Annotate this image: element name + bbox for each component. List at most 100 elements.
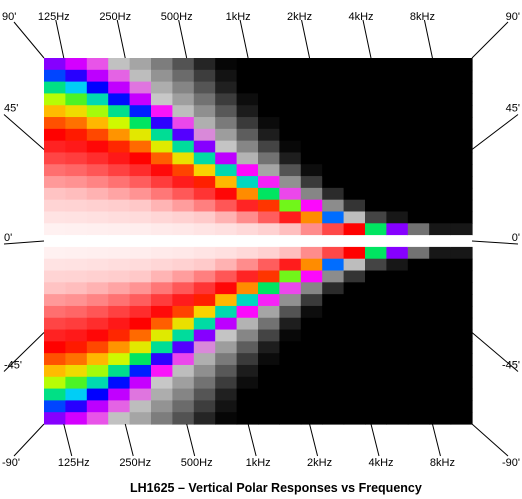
heatmap-cell [129, 412, 152, 425]
heatmap-cell [279, 152, 302, 165]
x-tick-line-bottom [186, 423, 196, 457]
heatmap-cell [172, 105, 195, 118]
heatmap-cell [151, 412, 173, 425]
heatmap-cell [343, 223, 366, 236]
heatmap-cell [343, 412, 366, 425]
heatmap-cell [279, 412, 302, 425]
heatmap-cell [65, 246, 88, 260]
heatmap-cell [365, 329, 387, 342]
heatmap-cell [365, 305, 387, 319]
heatmap-cell [429, 341, 452, 354]
heatmap-cell [108, 69, 131, 83]
heatmap-cell [279, 388, 302, 401]
heatmap-cell [429, 176, 452, 189]
heatmap-cell [365, 364, 387, 378]
heatmap-cell [44, 176, 66, 189]
heatmap-cell [258, 305, 280, 319]
heatmap-cell [172, 81, 195, 95]
heatmap-cell [365, 164, 387, 177]
heatmap-cell [322, 81, 345, 95]
heatmap-cell [172, 364, 195, 378]
heatmap-cell [236, 117, 259, 130]
heatmap-cell [86, 305, 109, 319]
heatmap-cell [429, 246, 452, 260]
heatmap-cell [300, 258, 323, 272]
heatmap-cell [365, 282, 387, 295]
heatmap-cell [193, 187, 216, 201]
heatmap-cell [407, 58, 430, 71]
heatmap-cell [429, 258, 452, 272]
x-tick-label-top: 500Hz [161, 11, 193, 23]
heatmap-cell [44, 258, 66, 272]
heatmap-cell [86, 388, 109, 401]
heatmap-cell [300, 152, 323, 165]
heatmap-cell [193, 412, 216, 425]
heatmap-cell [450, 329, 473, 342]
heatmap-cell [258, 128, 280, 142]
heatmap-cell [172, 176, 195, 189]
heatmap-cell [429, 58, 452, 71]
heatmap-cell [44, 270, 66, 283]
heatmap-cell [279, 81, 302, 95]
heatmap-cell [279, 128, 302, 142]
heatmap-cell [151, 305, 173, 319]
heatmap-cell [129, 211, 152, 224]
heatmap-cell [65, 58, 88, 71]
heatmap-cell [407, 353, 430, 366]
heatmap-cell [322, 294, 345, 307]
y-tick-line-right [471, 332, 519, 372]
heatmap-cell [236, 58, 259, 71]
heatmap-cell [300, 211, 323, 224]
heatmap-cell [300, 235, 323, 248]
heatmap-cell [236, 81, 259, 95]
heatmap-cell [86, 140, 109, 154]
heatmap-cell [322, 305, 345, 319]
heatmap-cell [407, 305, 430, 319]
heatmap-cell [86, 81, 109, 95]
heatmap-cell [193, 58, 216, 71]
heatmap-cell [44, 223, 66, 236]
heatmap-cell [86, 199, 109, 213]
heatmap-cell [343, 388, 366, 401]
heatmap-cell [365, 187, 387, 201]
x-tick-label-bottom: 250Hz [119, 457, 151, 469]
heatmap-cell [108, 270, 131, 283]
heatmap-cell [129, 58, 152, 71]
heatmap-cell [65, 341, 88, 354]
heatmap-cell [236, 105, 259, 118]
heatmap-cell [322, 317, 345, 331]
heatmap-cell [258, 258, 280, 272]
heatmap-cell [407, 294, 430, 307]
heatmap-cell [172, 223, 195, 236]
heatmap-cell [386, 305, 409, 319]
heatmap-cell [450, 305, 473, 319]
heatmap-cell [86, 93, 109, 106]
heatmap-cell [44, 235, 66, 248]
heatmap-cell [300, 270, 323, 283]
heatmap-cell [193, 353, 216, 366]
heatmap-cell [193, 223, 216, 236]
heatmap-cell [172, 164, 195, 177]
heatmap-cell [236, 164, 259, 177]
heatmap-cell [279, 400, 302, 413]
heatmap-cell [151, 235, 173, 248]
heatmap-cell [407, 235, 430, 248]
heatmap-cell [65, 376, 88, 390]
heatmap-cell [129, 305, 152, 319]
heatmap-cell [343, 105, 366, 118]
x-tick-label-top: 1kHz [226, 11, 251, 23]
heatmap-cell [429, 140, 452, 154]
heatmap-cell [193, 258, 216, 272]
heatmap-cell [86, 376, 109, 390]
heatmap-cell [108, 199, 131, 213]
heatmap-cell [193, 246, 216, 260]
heatmap-cell [450, 353, 473, 366]
x-tick-label-top: 2kHz [287, 11, 312, 23]
heatmap-cell [193, 81, 216, 95]
heatmap-cell [44, 81, 66, 95]
heatmap-cell [193, 400, 216, 413]
heatmap-cell [300, 376, 323, 390]
heatmap-cell [151, 353, 173, 366]
heatmap-cell [44, 246, 66, 260]
heatmap-cell [193, 329, 216, 342]
